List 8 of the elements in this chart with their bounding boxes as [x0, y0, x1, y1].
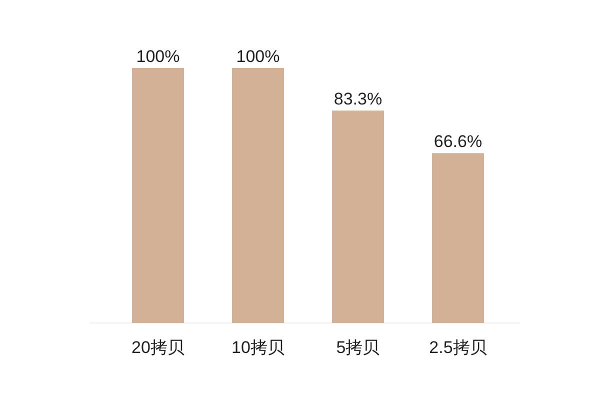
- text: 83.3%: [334, 90, 382, 109]
- x-tick-label: 2.5拷贝: [429, 338, 487, 357]
- text: 100%: [236, 47, 280, 66]
- x-tick-label: 20拷贝: [132, 338, 184, 357]
- x-tick-label: 5拷贝: [336, 338, 380, 357]
- text: 100%: [136, 47, 180, 66]
- x-tick-label: 10拷贝: [232, 338, 284, 357]
- text: 66.6%: [434, 132, 482, 152]
